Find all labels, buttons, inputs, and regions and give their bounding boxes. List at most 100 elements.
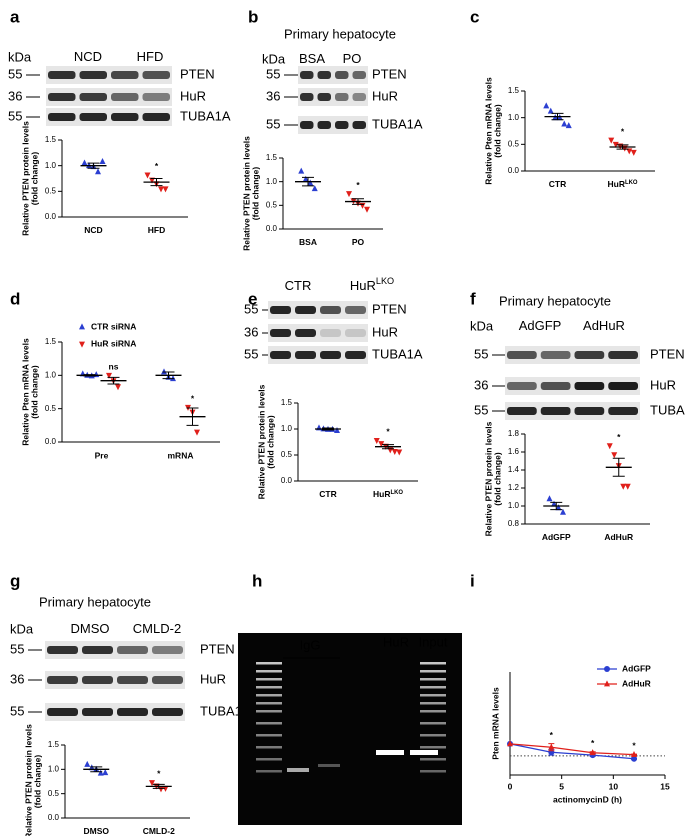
band — [540, 382, 571, 390]
gel-band — [410, 750, 438, 755]
ladder-band — [256, 722, 282, 725]
band — [507, 407, 537, 415]
band — [540, 351, 571, 359]
sem-bar — [550, 501, 563, 511]
band — [117, 676, 148, 684]
data-point — [149, 177, 155, 184]
annotation: * — [621, 126, 625, 136]
data-point — [302, 175, 309, 182]
x-tick-label-base: CMLD-2 — [143, 826, 175, 836]
x-tick-label: CMLD-2 — [143, 826, 175, 836]
series-line — [509, 743, 635, 760]
blot-strip — [45, 641, 185, 659]
mw-marker: 36 — [474, 377, 488, 392]
band — [111, 113, 139, 121]
lane-label: HuRLKO — [350, 276, 394, 293]
sem-bar — [382, 444, 394, 450]
y-tick-label: 0.5 — [281, 450, 293, 459]
ladder-band — [420, 746, 446, 749]
data-point — [378, 441, 385, 448]
y-axis-label: (fold change) — [250, 167, 260, 221]
y-axis-label: Relative PTEN protein levels — [483, 421, 493, 536]
data-point — [81, 159, 88, 166]
annotation: ns — [109, 362, 119, 372]
band — [47, 708, 78, 716]
band — [317, 71, 331, 79]
x-tick-label-base: HuR — [373, 489, 390, 499]
lane-label-base: HuR — [350, 278, 376, 293]
blot-strip — [268, 301, 368, 319]
data-point — [298, 167, 305, 174]
data-point — [626, 148, 633, 155]
lane-label-base: NCD — [74, 49, 102, 64]
lane-label-base: CTR — [285, 278, 312, 293]
y-tick-label: 1.8 — [508, 429, 520, 438]
mw-marker: 55 — [10, 703, 24, 718]
y-axis-label: Relative Pten mRNA levels — [20, 338, 30, 446]
annotation: * — [386, 427, 390, 437]
band — [142, 113, 170, 121]
x-tick-label: PO — [352, 237, 365, 247]
sem-bar — [150, 178, 163, 187]
panel-letter: d — [10, 289, 20, 308]
protein-label: HuR — [372, 324, 398, 339]
band — [335, 121, 349, 129]
band — [320, 351, 341, 359]
x-tick-label: CTR — [319, 489, 336, 499]
y-tick-label: 1.5 — [281, 398, 293, 407]
data-point — [95, 168, 101, 175]
ladder-band — [420, 694, 446, 697]
data-point — [561, 120, 568, 127]
kda-label: kDa — [470, 318, 494, 333]
data-point — [102, 769, 109, 776]
y-tick-label: 0.5 — [266, 200, 278, 209]
ladder-band — [256, 758, 282, 761]
y-tick-label: 0.5 — [48, 789, 60, 798]
band — [608, 407, 638, 415]
y-tick-label: 0.5 — [45, 186, 57, 195]
y-tick-label: 0.0 — [266, 224, 278, 233]
protein-label: PTEN — [372, 301, 407, 316]
lane-label-base: BSA — [299, 51, 325, 66]
legend-marker — [79, 323, 85, 330]
sem-bar — [87, 162, 100, 169]
data-point — [99, 157, 106, 164]
band — [295, 329, 316, 337]
lane-label-base: DMSO — [71, 621, 110, 636]
data-point — [565, 122, 572, 129]
blot-strip — [45, 703, 185, 721]
annotation: * — [550, 730, 554, 740]
superscript: LKO — [390, 490, 403, 496]
y-tick-label: 0.8 — [508, 519, 520, 528]
data-point — [589, 749, 596, 756]
band — [335, 71, 349, 79]
sem-bar — [302, 176, 314, 187]
y-tick-label: 1.0 — [281, 424, 293, 433]
blot-title: Primary hepatocyte — [284, 26, 396, 41]
kda-label: kDa — [8, 49, 32, 64]
kda-label: kDa — [262, 51, 286, 66]
x-tick-label-base: DMSO — [84, 826, 110, 836]
data-point — [391, 448, 398, 455]
ladder-band — [420, 702, 446, 705]
y-tick-label: 0.0 — [281, 476, 293, 485]
x-tick-label-base: BSA — [299, 237, 317, 247]
ladder-band — [420, 770, 446, 773]
annotation: * — [356, 180, 360, 190]
legend-label: CTR siRNA — [91, 321, 136, 331]
x-tick-label-base: HFD — [148, 225, 165, 235]
annotation: * — [155, 161, 159, 171]
band — [117, 646, 148, 654]
lane-label: HFD — [137, 49, 164, 64]
legend-label: AdGFP — [622, 663, 651, 673]
sem-bar — [152, 783, 165, 789]
x-tick-label: HuRLKO — [607, 179, 637, 189]
panel-letter: e — [248, 289, 257, 308]
data-point — [162, 186, 169, 193]
gel-band — [376, 750, 404, 755]
panel-letter: a — [10, 7, 20, 26]
gel-lane-label: IgG — [300, 637, 321, 652]
ladder-band — [256, 770, 282, 773]
band — [352, 93, 366, 101]
legend-label: AdHuR — [622, 678, 651, 688]
